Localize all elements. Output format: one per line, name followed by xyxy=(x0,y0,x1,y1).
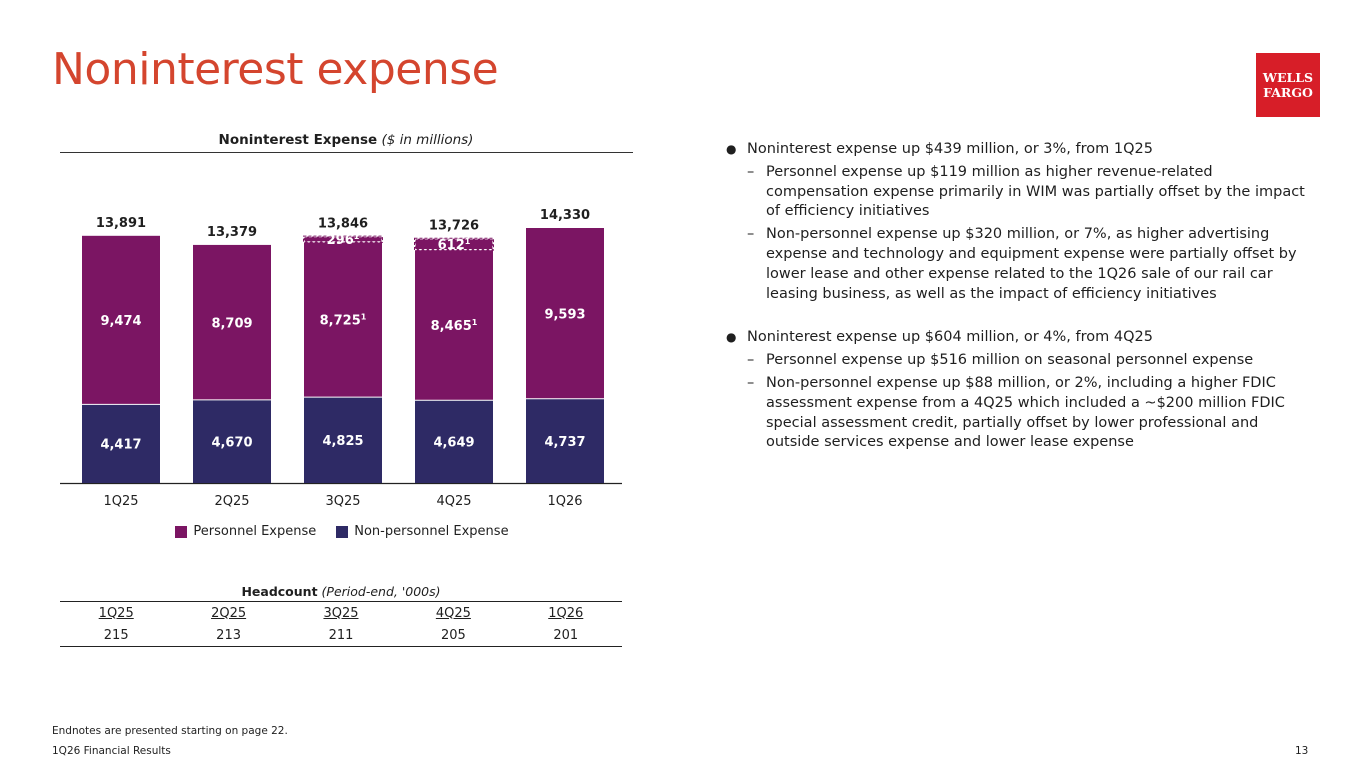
page-number: 13 xyxy=(1295,745,1309,757)
headcount-value: 211 xyxy=(328,627,354,643)
bar-personnel xyxy=(82,235,160,405)
headcount-quarter: 1Q26 xyxy=(548,605,584,621)
bar-personnel xyxy=(415,249,493,401)
bar-nonpersonnel-label: 4,825 xyxy=(322,434,363,449)
bar-personnel xyxy=(304,241,382,398)
bullet-group-yoy: ● Noninterest expense up $439 million, o… xyxy=(726,140,1316,304)
bar-nonpersonnel xyxy=(193,399,271,483)
endnote-text: Endnotes are presented starting on page … xyxy=(52,725,288,737)
bullet-text: Noninterest expense up $439 million, or … xyxy=(747,141,1153,157)
headcount-title: Headcount (Period-end, '000s) xyxy=(60,584,622,599)
headcount-value: 201 xyxy=(553,627,579,643)
headcount-header-row: 1Q25 2Q25 3Q25 4Q25 1Q26 xyxy=(60,601,622,625)
chart-title-unit: ($ in millions) xyxy=(381,132,474,148)
chart-legend: Personnel Expense Non-personnel Expense xyxy=(0,524,684,539)
sub-bullet-item: – Personnel expense up $516 million on s… xyxy=(726,351,1316,371)
bar-total-label: 13,846 xyxy=(318,217,368,232)
x-tick-label: 3Q25 xyxy=(325,494,360,509)
x-tick-label: 2Q25 xyxy=(214,494,249,509)
chart-title: Noninterest Expense ($ in millions) xyxy=(60,132,632,148)
sub-bullet-text: Non-personnel expense up $320 million, o… xyxy=(766,226,1297,302)
sub-bullet-text: Non-personnel expense up $88 million, or… xyxy=(766,374,1285,451)
bar-nonpersonnel xyxy=(82,404,160,483)
bullet-dot-icon: ● xyxy=(726,330,737,345)
page-title: Noninterest expense xyxy=(52,44,499,95)
bar-nonpersonnel-label: 4,670 xyxy=(211,435,252,450)
bar-personnel-label: 8,7251 xyxy=(320,313,367,329)
bullet-item: ● Noninterest expense up $604 million, o… xyxy=(726,328,1316,348)
bullet-dot-icon: ● xyxy=(726,142,737,156)
bar-personnel xyxy=(526,228,604,399)
sub-bullet-item: – Non-personnel expense up $320 million,… xyxy=(726,225,1316,304)
bar-total-label: 14,330 xyxy=(540,208,590,223)
bar-dashed-label: 6121 xyxy=(438,237,471,253)
footer-report-name: 1Q26 Financial Results xyxy=(52,745,171,757)
headcount-quarter: 2Q25 xyxy=(211,605,247,621)
bar-dashed-outline xyxy=(414,237,494,251)
chart-title-rule xyxy=(60,152,633,153)
bar-personnel-label: 8,709 xyxy=(211,316,252,331)
sub-bullet-text: Personnel expense up $119 million as hig… xyxy=(766,163,1305,220)
logo-line-1: WELLS xyxy=(1262,70,1314,85)
x-tick-label: 4Q25 xyxy=(436,494,471,509)
sub-bullet-item: – Non-personnel expense up $88 million, … xyxy=(726,374,1316,453)
headcount-value: 205 xyxy=(440,627,466,643)
bar-nonpersonnel xyxy=(415,400,493,483)
legend-item-personnel: Personnel Expense xyxy=(175,524,316,539)
dash-icon: – xyxy=(747,352,755,369)
bar-nonpersonnel xyxy=(526,398,604,483)
bar-total-label: 13,891 xyxy=(96,216,146,231)
headcount-quarter: 4Q25 xyxy=(435,605,471,621)
headcount-value: 213 xyxy=(216,627,241,643)
bar-personnel-label: 9,474 xyxy=(100,314,141,329)
bar-nonpersonnel-label: 4,417 xyxy=(100,438,141,453)
dash-icon: – xyxy=(747,163,755,180)
bar-dashed-outline xyxy=(303,235,383,243)
legend-swatch-nonpersonnel xyxy=(336,525,349,538)
bar-personnel-label: 8,4651 xyxy=(431,318,478,334)
headcount-value-row: 215 213 211 205 201 xyxy=(60,624,622,647)
legend-item-nonpersonnel: Non-personnel Expense xyxy=(336,524,509,539)
headcount-title-main: Headcount xyxy=(241,584,318,599)
bar-nonpersonnel-label: 4,737 xyxy=(544,435,585,450)
bar-nonpersonnel-label: 4,649 xyxy=(433,436,474,451)
bar-nonpersonnel xyxy=(304,397,382,483)
bullet-item: ● Noninterest expense up $439 million, o… xyxy=(726,140,1316,160)
headcount-value: 215 xyxy=(103,627,129,643)
legend-label-personnel: Personnel Expense xyxy=(193,524,317,539)
bar-dashed-label: 2961 xyxy=(327,232,360,248)
legend-label-nonpersonnel: Non-personnel Expense xyxy=(354,524,509,539)
headcount-table: 1Q25 2Q25 3Q25 4Q25 1Q26 215 213 211 205… xyxy=(60,601,622,647)
bar-personnel-label: 9,593 xyxy=(544,307,585,322)
headcount-quarter: 3Q25 xyxy=(323,605,359,621)
sub-bullet-item: – Personnel expense up $119 million as h… xyxy=(726,163,1316,222)
wells-fargo-logo: WELLS FARGO xyxy=(1256,53,1320,117)
bar-total-label: 13,379 xyxy=(207,225,257,240)
chart-title-main: Noninterest Expense xyxy=(218,132,378,148)
bar-personnel xyxy=(193,244,271,400)
x-tick-label: 1Q26 xyxy=(547,494,582,509)
commentary-bullets: ● Noninterest expense up $439 million, o… xyxy=(726,140,1316,477)
headcount-quarter: 1Q25 xyxy=(98,605,134,621)
x-tick-label: 1Q25 xyxy=(103,494,138,509)
legend-swatch-personnel xyxy=(175,525,188,538)
headcount-title-unit: (Period-end, '000s) xyxy=(321,584,441,599)
dash-icon: – xyxy=(747,226,755,243)
logo-line-2: FARGO xyxy=(1263,85,1313,100)
bullet-text: Noninterest expense up $604 million, or … xyxy=(747,329,1153,346)
bar-total-label: 13,726 xyxy=(429,219,479,234)
sub-bullet-text: Personnel expense up $516 million on sea… xyxy=(766,352,1254,369)
dash-icon: – xyxy=(747,374,755,391)
bullet-group-qoq: ● Noninterest expense up $604 million, o… xyxy=(726,328,1316,453)
